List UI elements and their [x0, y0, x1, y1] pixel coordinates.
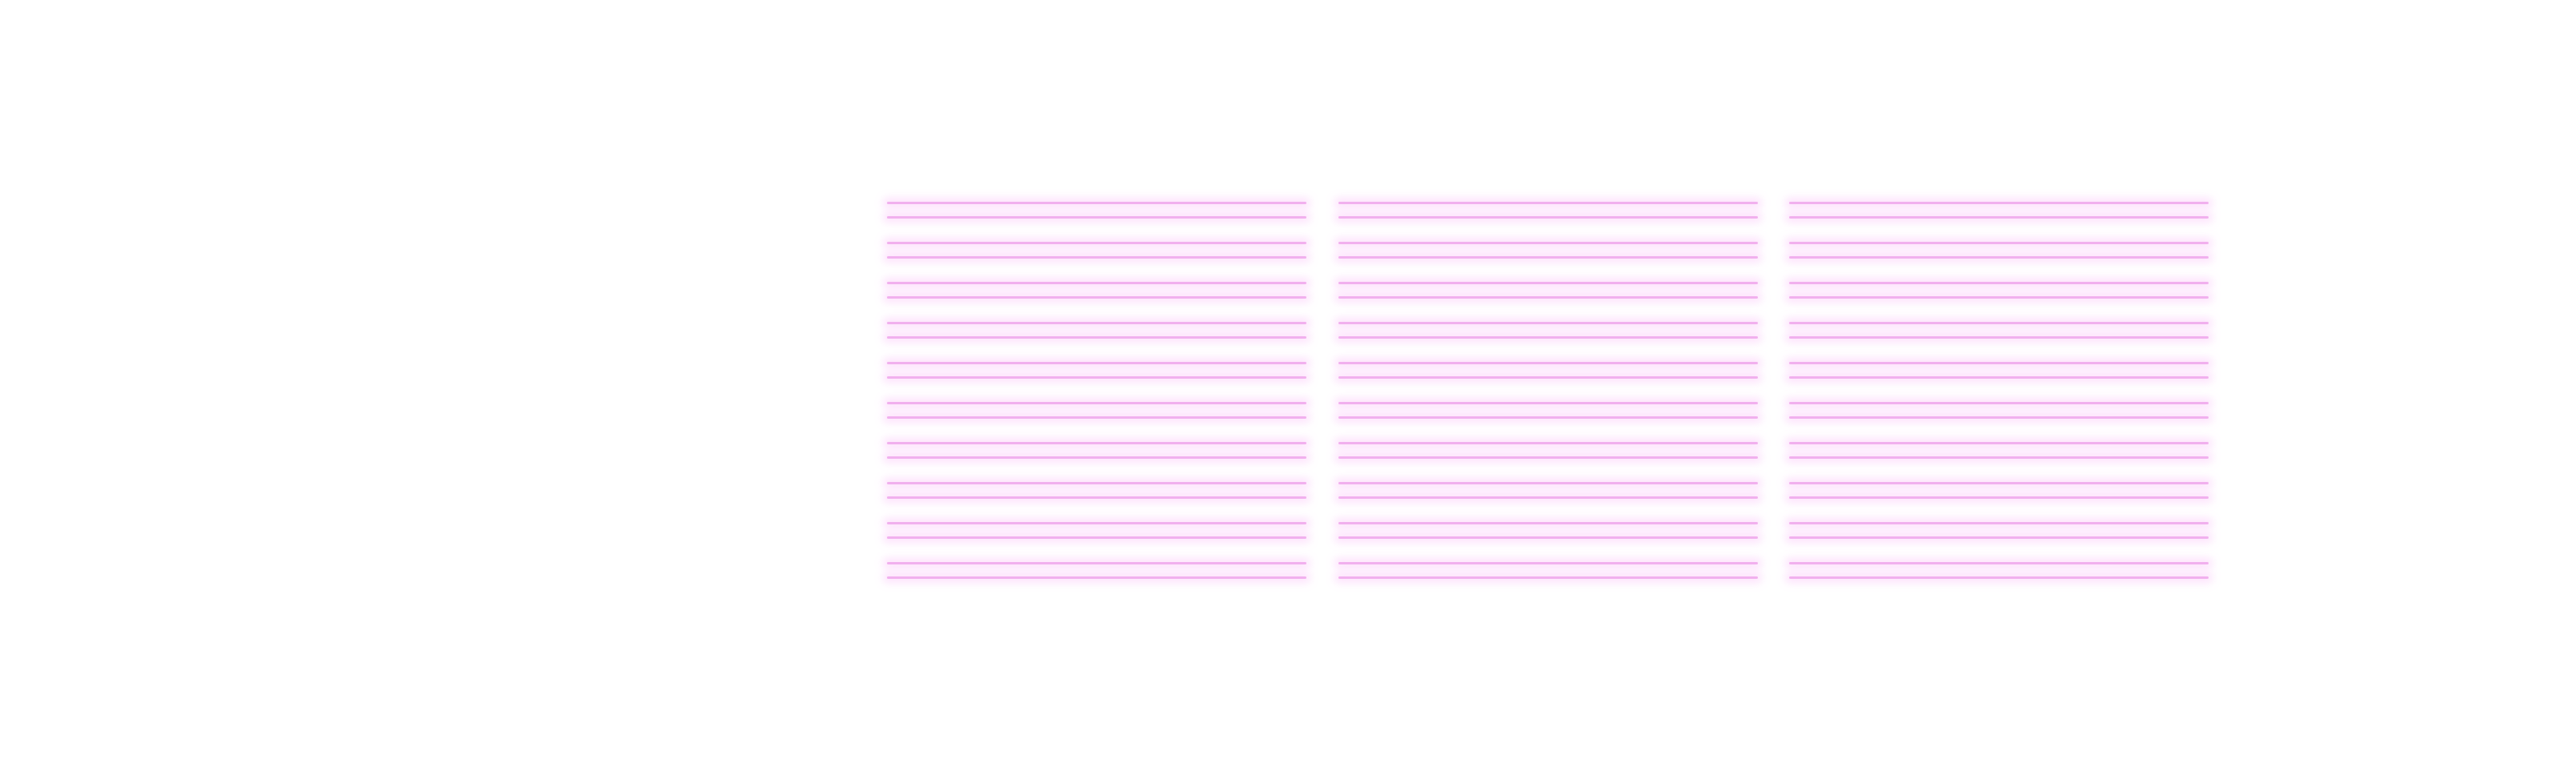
skeleton-line: [1789, 482, 2209, 484]
skeleton-line: [1338, 482, 1758, 484]
skeleton-line: [887, 362, 1306, 364]
skeleton-line: [887, 442, 1306, 444]
skeleton-line: [887, 376, 1306, 379]
skeleton-line: [887, 576, 1306, 579]
skeleton-line: [887, 456, 1306, 459]
skeleton-line: [1789, 256, 2209, 259]
skeleton-line: [1338, 576, 1758, 579]
skeleton-line: [887, 402, 1306, 404]
skeleton-line: [887, 322, 1306, 324]
skeleton-line: [1338, 322, 1758, 324]
skeleton-line: [887, 482, 1306, 484]
skeleton-column: [1789, 192, 2209, 592]
skeleton-line: [887, 202, 1306, 204]
skeleton-line: [1338, 496, 1758, 499]
skeleton-column: [1338, 192, 1758, 592]
skeleton-line: [1789, 202, 2209, 204]
skeleton-line: [887, 282, 1306, 284]
skeleton-line: [1338, 536, 1758, 539]
skeleton-line: [1789, 442, 2209, 444]
skeleton-line: [887, 536, 1306, 539]
skeleton-line: [1789, 456, 2209, 459]
skeleton-line: [1789, 336, 2209, 339]
skeleton-line: [887, 216, 1306, 219]
skeleton-line: [887, 416, 1306, 419]
skeleton-line: [1789, 416, 2209, 419]
skeleton-line: [1789, 296, 2209, 299]
skeleton-line: [1338, 336, 1758, 339]
skeleton-line: [887, 496, 1306, 499]
skeleton-line: [1338, 376, 1758, 379]
skeleton-line: [1789, 536, 2209, 539]
skeleton-line: [1338, 522, 1758, 524]
skeleton-line: [1338, 296, 1758, 299]
skeleton-line: [1338, 456, 1758, 459]
skeleton-line: [1789, 402, 2209, 404]
skeleton-line: [1789, 376, 2209, 379]
skeleton-line: [1338, 242, 1758, 244]
skeleton-line: [1338, 442, 1758, 444]
skeleton-line: [887, 562, 1306, 564]
skeleton-line: [1789, 242, 2209, 244]
skeleton-line: [1789, 496, 2209, 499]
skeleton-line: [1338, 256, 1758, 259]
skeleton-line: [887, 296, 1306, 299]
skeleton-line: [1789, 282, 2209, 284]
skeleton-line: [1338, 202, 1758, 204]
skeleton-line: [887, 522, 1306, 524]
skeleton-line: [887, 256, 1306, 259]
skeleton-line: [1789, 576, 2209, 579]
skeleton-line: [1338, 562, 1758, 564]
skeleton-line: [1789, 362, 2209, 364]
skeleton-column: [887, 192, 1306, 592]
skeleton-line: [1338, 362, 1758, 364]
skeleton-line: [1338, 282, 1758, 284]
skeleton-line: [887, 242, 1306, 244]
skeleton-line: [1789, 522, 2209, 524]
skeleton-line: [1789, 216, 2209, 219]
skeleton-line: [1338, 216, 1758, 219]
skeleton-line: [887, 336, 1306, 339]
skeleton-line: [1789, 322, 2209, 324]
skeleton-line: [1338, 416, 1758, 419]
skeleton-line: [1338, 402, 1758, 404]
skeleton-line: [1789, 562, 2209, 564]
